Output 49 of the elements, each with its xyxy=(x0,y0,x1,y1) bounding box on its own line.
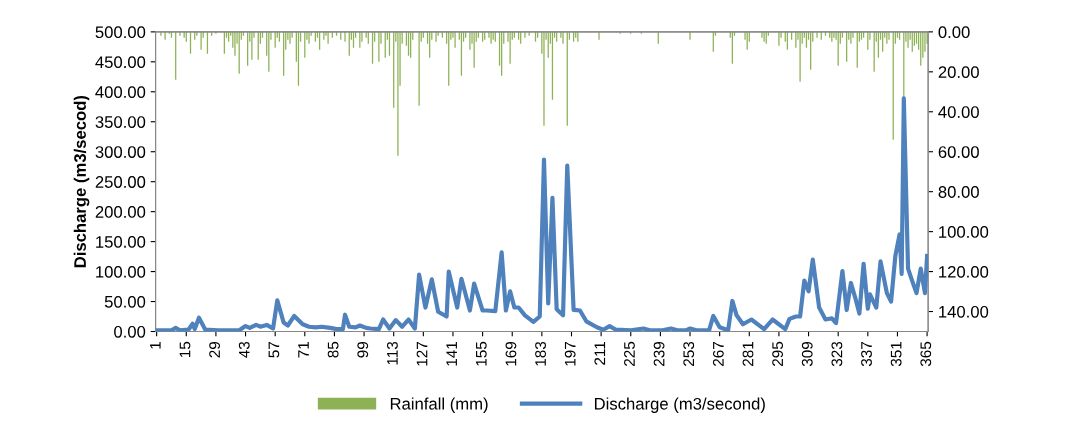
x-tick-label: 267 xyxy=(712,341,724,366)
x-tick-label: 183 xyxy=(535,341,546,366)
x-tick-label: 225 xyxy=(624,341,635,366)
y-tick-label: 100.00 xyxy=(96,265,146,278)
x-tick-label: 155 xyxy=(476,341,487,366)
x-tick-label: 211 xyxy=(594,341,606,365)
x-tick-label: 85 xyxy=(327,341,339,358)
y-tick-label: 450.00 xyxy=(95,56,146,69)
x-tick-label: 365 xyxy=(920,341,932,367)
y2-tick-label: 100.00 xyxy=(939,226,989,238)
x-tick-label: 309 xyxy=(801,341,813,367)
x-tick-label: 57 xyxy=(268,341,280,358)
x-tick-label: 197 xyxy=(564,341,576,366)
y-tick-label: 500.00 xyxy=(95,26,146,39)
y-tick-label: 250.00 xyxy=(95,176,146,188)
x-tick-label: 127 xyxy=(416,341,428,366)
x-tick-label: 281 xyxy=(742,341,754,366)
y2-tick-label: 40.00 xyxy=(938,106,979,118)
y-tick-label: 200.00 xyxy=(95,206,146,218)
x-tick-label: 15 xyxy=(179,341,191,358)
x-tick-label: 29 xyxy=(209,341,221,358)
x-tick-label: 351 xyxy=(890,341,902,367)
y2-tick-label: 140.00 xyxy=(939,305,989,318)
y-axis-title: Discharge (m3/secod) xyxy=(73,95,90,268)
y2-tick-label: 80.00 xyxy=(938,186,979,198)
x-tick-label: 323 xyxy=(831,341,843,367)
y2-tick-label: 60.00 xyxy=(938,146,979,158)
x-tick-label: 141 xyxy=(446,341,457,366)
y-tick-label: 400.00 xyxy=(95,86,146,98)
x-tick-label: 253 xyxy=(683,341,695,366)
x-tick-label: 239 xyxy=(653,341,665,366)
y-tick-label: 350.00 xyxy=(95,116,146,128)
x-tick-label: 337 xyxy=(861,341,872,367)
x-tick-label: 169 xyxy=(505,341,517,366)
y-tick-label: 150.00 xyxy=(96,236,146,248)
x-tick-label: 43 xyxy=(238,341,250,358)
x-tick-label: 113 xyxy=(386,341,398,365)
y2-tick-label: 120.00 xyxy=(939,265,989,278)
x-tick-label: 1 xyxy=(150,341,161,349)
y-tick-label: 50.00 xyxy=(104,295,146,308)
x-tick-label: 99 xyxy=(357,341,369,358)
y2-tick-label: 20.00 xyxy=(938,66,979,79)
y-tick-label: 0.00 xyxy=(114,325,146,338)
x-tick-label: 295 xyxy=(772,341,784,366)
x-tick-label: 71 xyxy=(298,341,309,358)
y2-tick-label: 0.00 xyxy=(938,26,970,39)
y-tick-label: 300.00 xyxy=(95,146,146,158)
legend-label: Discharge (m3/second) xyxy=(594,397,765,413)
legend-label: Rainfall (mm) xyxy=(390,397,488,413)
